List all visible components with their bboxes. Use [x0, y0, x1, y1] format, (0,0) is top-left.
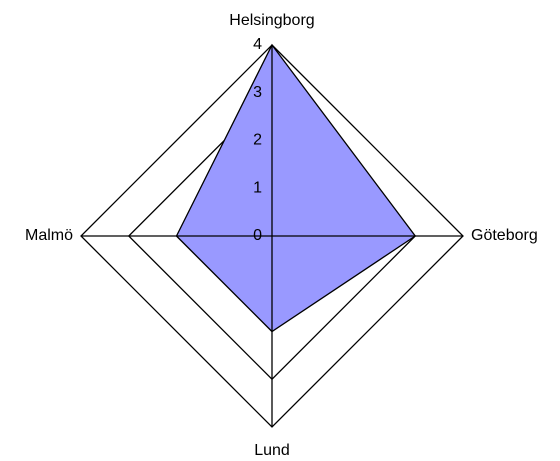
tick-label: 1 — [253, 179, 262, 196]
tick-label: 4 — [253, 36, 262, 53]
category-label: Malmö — [25, 227, 73, 244]
category-label: Göteborg — [471, 227, 538, 244]
category-label: Lund — [254, 442, 290, 459]
tick-label: 0 — [253, 227, 262, 244]
category-label: Helsingborg — [229, 12, 314, 29]
data-area — [175, 43, 417, 333]
tick-label: 3 — [253, 84, 262, 101]
tick-label: 2 — [253, 132, 262, 149]
